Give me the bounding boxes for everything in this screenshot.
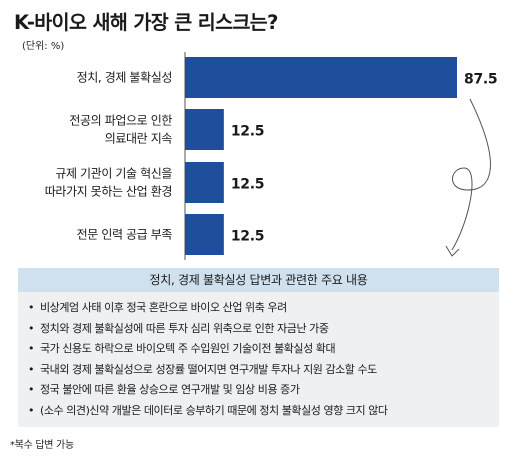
chart-title: K-바이오 새해 가장 큰 리스크는? <box>14 11 278 34</box>
list-item: 국내외 경제 불확실성으로 성장률 떨어지면 연구개발 투자나 지원 감소할 수… <box>28 360 499 381</box>
bar <box>185 214 224 255</box>
value-label: 12.5 <box>231 124 264 140</box>
category-label: 전공의 파업으로 인한 <box>69 114 172 128</box>
list-item: 비상계엄 사태 이후 정국 혼란으로 바이오 산업 위축 우려 <box>28 298 499 319</box>
content-list: 비상계엄 사태 이후 정국 혼란으로 바이오 산업 위축 우려 정치와 경제 불… <box>18 292 499 422</box>
category-label: 정치, 경제 불확실성 <box>77 71 172 85</box>
panel-title: 정치, 경제 불확실성 답변과 관련한 주요 내용 <box>18 268 499 292</box>
list-item: (소수 의견)신약 개발은 데이터로 승부하기 때문에 정치 불확실성 영향 크… <box>28 401 499 422</box>
category-label: 의료대란 지속 <box>105 132 173 146</box>
bar <box>185 109 224 150</box>
value-label: 12.5 <box>231 229 264 245</box>
bar <box>185 162 224 203</box>
value-label: 12.5 <box>231 177 264 193</box>
category-label: 규제 기관이 기술 혁신을 <box>55 167 172 181</box>
arrowhead-icon <box>445 245 460 257</box>
category-label: 전문 인력 공급 부족 <box>77 228 173 242</box>
curved-arrow-icon <box>451 98 491 251</box>
footnote: *복수 답변 가능 <box>10 440 74 451</box>
value-label: 87.5 <box>464 72 497 88</box>
category-label: 따라가지 못하는 산업 환경 <box>45 185 172 199</box>
unit-label: (단위: %) <box>22 41 65 52</box>
bar <box>185 57 457 98</box>
related-content-panel: 정치, 경제 불확실성 답변과 관련한 주요 내용 비상계엄 사태 이후 정국 … <box>18 268 499 427</box>
list-item: 국가 신용도 하락으로 바이오텍 주 수입원인 기술이전 불확실성 확대 <box>28 339 499 360</box>
list-item: 정치와 경제 불확실성에 따른 투자 심리 위축으로 인한 자금난 가중 <box>28 319 499 340</box>
list-item: 정국 불안에 따른 환율 상승으로 연구개발 및 임상 비용 증가 <box>28 380 499 401</box>
